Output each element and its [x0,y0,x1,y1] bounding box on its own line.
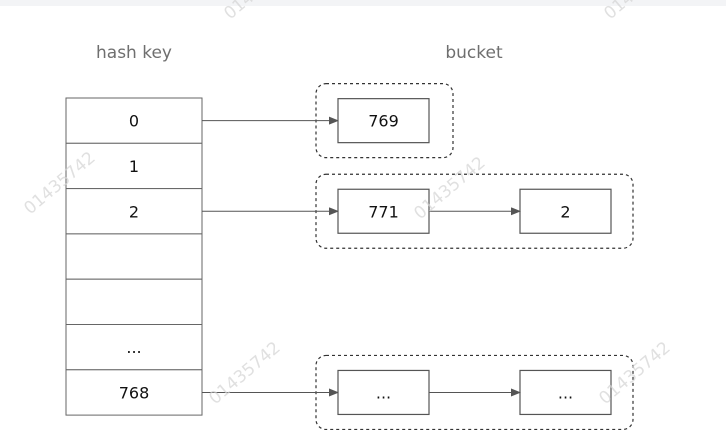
bucket-node [519,188,612,234]
bucket-node-label: 769 [368,112,399,131]
watermark: 01435742 [600,0,679,24]
bucket-node-label: 771 [368,202,399,221]
hash-key-header: hash key [96,43,172,63]
bucket-header: bucket [445,43,503,63]
bucket-node-label: ... [376,383,391,402]
hash-key-label: 1 [129,157,139,176]
hash-key-cell [65,142,203,190]
bucket-node-label: ... [558,383,573,402]
bucket-node [519,369,612,416]
watermark: 01435742 [205,338,284,409]
hash-key-table: 0 1 2... 768 [65,97,203,416]
bucket-node-label: 2 [560,202,570,221]
hash-key-label: 768 [119,383,150,402]
hash-key-cell [65,233,203,280]
hash-key-label: ... [126,338,141,357]
bucket-node [337,188,430,234]
watermark: 01435742 [220,0,299,24]
watermark: 01435742 [410,153,489,224]
hash-key-cell [65,278,203,326]
bucket-node [337,98,430,144]
bucket-node [337,369,430,416]
hash-key-cell [65,369,203,416]
top-bar [0,0,726,6]
hash-key-label: 0 [129,112,139,131]
hash-key-label: 2 [129,202,139,221]
bucket-groups: 769 771 2...... [202,83,634,431]
